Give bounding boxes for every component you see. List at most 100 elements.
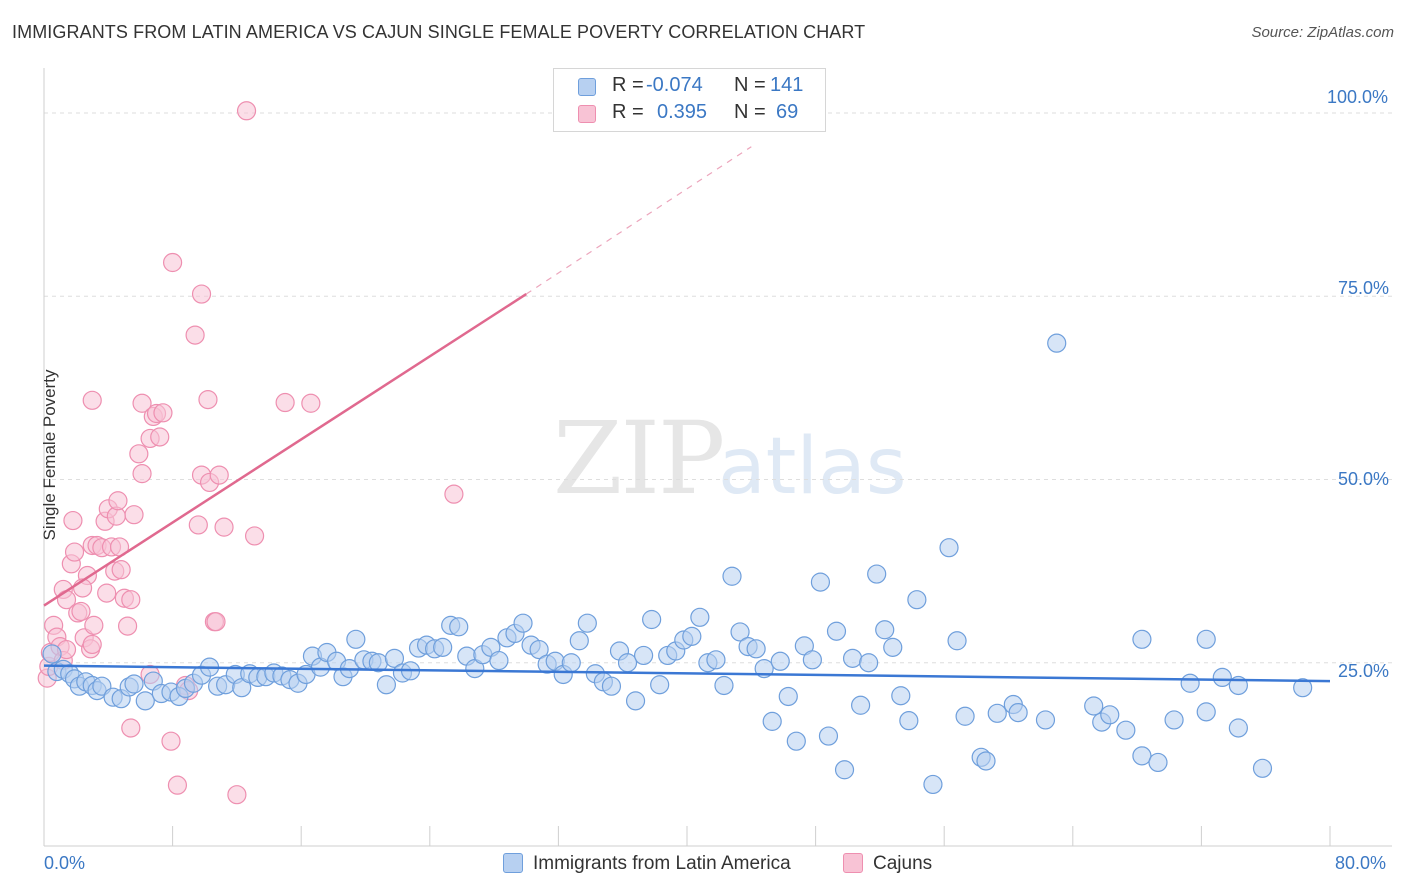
immigrants-point-122 (1047, 333, 1067, 353)
immigrants-point-83 (682, 626, 702, 646)
x-tick-label-max: 80.0% (1335, 853, 1387, 873)
cajuns-point-38 (132, 393, 152, 413)
legend-swatch-blue (503, 853, 523, 873)
cajuns-point-58 (206, 612, 226, 632)
cajuns-trend-extension (525, 146, 752, 295)
cajuns-point-43 (153, 403, 173, 423)
cajuns-point-47 (163, 252, 183, 273)
cajuns-point-14 (71, 601, 91, 622)
immigrants-point-137 (1252, 758, 1273, 778)
immigrants-point-87 (714, 675, 734, 696)
immigrants-points (42, 333, 1313, 795)
cajuns-point-37 (132, 464, 152, 484)
immigrants-point-86 (706, 650, 726, 670)
watermark-atlas: atlas (718, 422, 907, 512)
legend-n-label: N = (734, 101, 766, 123)
legend-item-cajuns[interactable]: Cajuns (843, 853, 932, 875)
legend-r-value: -0.074 (646, 74, 703, 96)
cajuns-point-66 (444, 484, 464, 504)
cajuns-point-67 (82, 634, 102, 655)
cajuns-point-51 (185, 325, 205, 345)
immigrants-point-132 (1196, 702, 1216, 722)
axes (43, 68, 1392, 847)
immigrants-point-107 (875, 620, 895, 640)
immigrants-point-98 (802, 650, 822, 670)
immigrants-point-100 (818, 726, 839, 746)
immigrants-point-121 (1035, 710, 1056, 730)
cajuns-point-25 (97, 583, 117, 603)
cajuns-point-48 (167, 775, 188, 795)
correlation-legend: R = -0.074 N = 141 R = 0.395 N = 69 (553, 68, 826, 132)
trend-lines (43, 146, 1331, 683)
legend-label-cajuns: Cajuns (873, 853, 933, 874)
legend-n-label: N = (734, 74, 766, 96)
cajuns-point-65 (301, 393, 321, 413)
y-tick-label-25: 25.0% (1338, 661, 1390, 681)
immigrants-point-88 (722, 566, 742, 586)
immigrants-point-116 (955, 706, 975, 726)
cajuns-point-29 (108, 491, 128, 511)
immigrants-point-94 (770, 651, 790, 671)
immigrants-point-64 (529, 639, 549, 660)
watermark-zip: ZIP (553, 400, 725, 517)
cajuns-trend-line (43, 292, 527, 607)
cajuns-point-59 (209, 465, 229, 485)
legend-n-value: 141 (770, 74, 804, 96)
cajuns-point-62 (236, 101, 257, 121)
immigrants-point-135 (1228, 718, 1248, 738)
immigrants-point-62 (513, 613, 533, 633)
x-tick-label-min: 0.0% (44, 853, 86, 873)
legend-swatch-pink (843, 853, 863, 873)
cajuns-point-34 (124, 505, 144, 525)
cajuns-point-42 (150, 427, 170, 447)
immigrants-point-131 (1180, 673, 1200, 693)
cajuns-point-54 (191, 284, 212, 304)
gridlines (44, 112, 1392, 664)
cajuns-point-21 (84, 615, 104, 635)
immigrants-point-133 (1196, 629, 1216, 649)
immigrants-point-128 (1132, 629, 1152, 649)
immigrants-point-78 (642, 609, 662, 630)
immigrants-point-101 (826, 621, 847, 641)
immigrants-point-76 (625, 691, 646, 711)
cajuns-point-30 (111, 560, 131, 580)
immigrants-point-105 (859, 653, 879, 673)
immigrants-point-70 (577, 613, 597, 633)
immigrants-point-59 (489, 650, 509, 671)
y-tick-label-75: 75.0% (1338, 278, 1390, 298)
y-tick-label-100: 100.0% (1327, 87, 1389, 107)
legend-swatch-pink (578, 105, 596, 123)
immigrants-point-75 (617, 653, 638, 673)
legend-item-immigrants[interactable]: Immigrants from Latin America (503, 853, 791, 875)
cajuns-point-61 (227, 785, 247, 805)
immigrants-point-54 (449, 617, 469, 637)
cajuns-point-33 (121, 590, 141, 610)
legend-label-immigrants: Immigrants from Latin America (533, 853, 791, 874)
immigrants-point-91 (746, 639, 766, 659)
source-label: Source: ZipAtlas.com (1251, 24, 1394, 41)
immigrants-point-89 (730, 622, 750, 642)
immigrants-point-77 (633, 645, 654, 666)
immigrants-point-93 (762, 711, 782, 731)
cajuns-point-45 (121, 718, 141, 738)
immigrants-point-103 (842, 648, 863, 668)
cajuns-point-11 (63, 510, 83, 531)
immigrants-point-45 (376, 675, 396, 695)
immigrants-point-110 (899, 711, 919, 731)
immigrants-point-106 (867, 564, 887, 584)
immigrants-point-120 (1008, 702, 1028, 723)
immigrants-point-126 (1116, 720, 1136, 740)
immigrants-point-79 (650, 675, 670, 695)
immigrants-point-130 (1164, 710, 1184, 730)
immigrants-point-52 (433, 637, 453, 657)
immigrants-point-123 (1084, 696, 1104, 716)
immigrants-point-102 (834, 760, 855, 780)
immigrants-point-104 (851, 695, 871, 715)
legend-swatch-blue (578, 78, 596, 96)
immigrants-point-0 (42, 644, 62, 664)
immigrants-point-117 (976, 751, 996, 771)
cajuns-point-64 (275, 392, 295, 413)
immigrants-point-134 (1212, 667, 1232, 688)
legend-n-value: 69 (776, 101, 799, 123)
immigrants-point-113 (939, 538, 959, 558)
